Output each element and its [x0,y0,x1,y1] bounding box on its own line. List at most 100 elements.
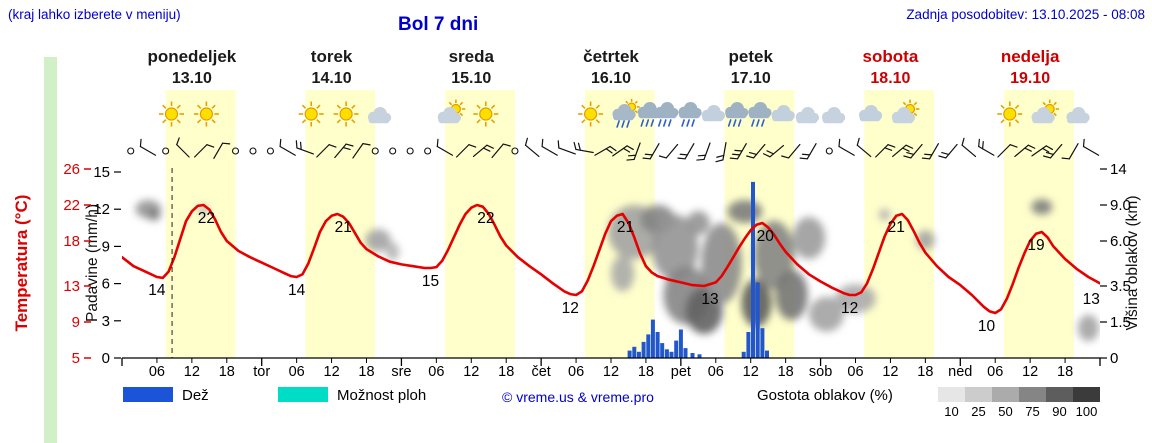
wind-barb-icon [903,143,923,159]
x-hour-label: 18 [1057,364,1073,380]
left-accent-strip [44,57,57,443]
wind-barb-icon [781,143,801,159]
cloud-cover-blob [727,200,763,223]
wind-barb-icon [472,144,494,158]
x-day-abbrev-label: čet [531,364,550,380]
x-hour-label: 06 [708,364,724,380]
x-hour-label: 18 [498,364,514,380]
wind-barb-icon [856,137,872,158]
wind-barb-icon [541,138,558,156]
wind-barb-icon [139,138,157,156]
wind-barb-icon [729,143,747,160]
weather-icon-rain [748,102,772,127]
daylight-band [445,90,515,358]
rain-bar [751,181,755,358]
cloud-cover-blob [1077,314,1099,342]
x-hour-label: 18 [917,364,933,380]
weather-icon-cloud [858,105,883,122]
x-hour-label: 12 [184,364,200,380]
cloud-density-tick-label: 25 [971,404,986,419]
precip-axis-tick-label: 9 [102,238,110,255]
x-hour-label: 06 [428,364,444,380]
temperature-value-label: 15 [422,273,439,290]
rain-bar [678,329,683,358]
cloud-density-tick-label: 50 [998,404,1013,419]
temp-axis-tick-label: 18 [63,233,80,250]
rain-bar [674,340,679,358]
temperature-value-label: 12 [841,300,858,317]
weather-icon-moon [549,105,559,123]
cloud-axis-tick-label: 9.0 [1110,197,1131,214]
weather-icon-sun [997,101,1023,127]
day-header-date: 18.10 [870,70,910,87]
cloud-axis-tick-label: 3.5 [1110,278,1131,295]
precip-axis-tick-label: 0 [102,350,110,367]
cloud-density-tick-label: 90 [1052,404,1067,419]
wind-barb-icon [961,137,977,158]
rain-bar [646,334,651,358]
temp-axis-tick-label: 13 [63,278,80,295]
wind-barb-icon [193,144,215,158]
temperature-value-label: 13 [1083,291,1100,308]
day-header-name: petek [729,47,774,66]
wind-barb-icon [524,137,540,158]
rain-bar [765,350,769,358]
wind-barb-icon [176,137,190,158]
rain-bar [741,351,746,358]
temperature-value-label: 21 [617,219,634,236]
wind-barb-icon [334,143,354,159]
rain-bar [627,350,632,358]
x-hour-label: 12 [1022,364,1038,380]
temp-axis-tick-label: 22 [63,197,80,214]
cloud-density-swatch [938,387,965,402]
weather-icon-cloud [771,105,795,122]
precip-axis-tick-label: 6 [102,276,110,293]
temperature-value-label: 22 [477,210,494,227]
wind-barb-icon [1061,143,1079,160]
wind-barb-icon [626,142,641,161]
wind-barb-icon [491,143,511,159]
cloud-density-swatch [1019,387,1046,402]
wind-barb-icon [838,138,855,156]
cloud-cover-blob [686,211,710,235]
weather-icon-moon [933,105,943,123]
day-header-date: 17.10 [731,70,771,87]
weather-icon-sun-rain [612,98,640,128]
rain-bar [760,328,765,358]
x-hour-label: 18 [638,364,654,380]
weather-icon-sun [193,101,219,127]
cloud-density-swatch [965,387,992,402]
cloud-axis-tick-label: 0 [1110,350,1118,367]
day-header-date: 16.10 [591,70,631,87]
weather-icon-rain [678,102,702,127]
cloud-axis-tick-label: 1.5 [1110,314,1131,331]
wind-barb-icon [316,144,337,158]
wind-barb-icon [1082,138,1100,156]
rain-bar [746,332,751,358]
weather-icon-moon [968,105,978,123]
cloud-cover-blob [753,220,795,290]
wind-barb-icon [612,145,634,157]
showers-legend-swatch [278,387,328,402]
x-hour-label: 12 [743,364,759,380]
temperature-value-label: 10 [978,318,996,335]
day-header-date: 19.10 [1010,70,1050,87]
weather-icon-rain [655,102,679,127]
rain-bar [669,351,674,358]
temperature-value-label: 14 [148,282,166,299]
weather-icon-moon [130,105,140,123]
day-header-name: sreda [449,47,495,66]
weather-icon-moon [270,105,280,123]
day-header-date: 13.10 [172,70,212,87]
x-hour-label: 06 [149,364,165,380]
wind-barb-icon [1031,145,1054,157]
cloud-density-tick-label: 75 [1025,404,1040,419]
rain-bar [690,353,695,358]
wind-barb-icon [892,144,914,158]
x-day-abbrev-label: sob [809,364,832,380]
cloud-density-swatch [992,387,1019,402]
cloud-cover-blob [792,217,826,259]
wind-barb-icon [997,144,1018,158]
copyright-link[interactable]: © vreme.us & vreme.pro [502,389,654,405]
